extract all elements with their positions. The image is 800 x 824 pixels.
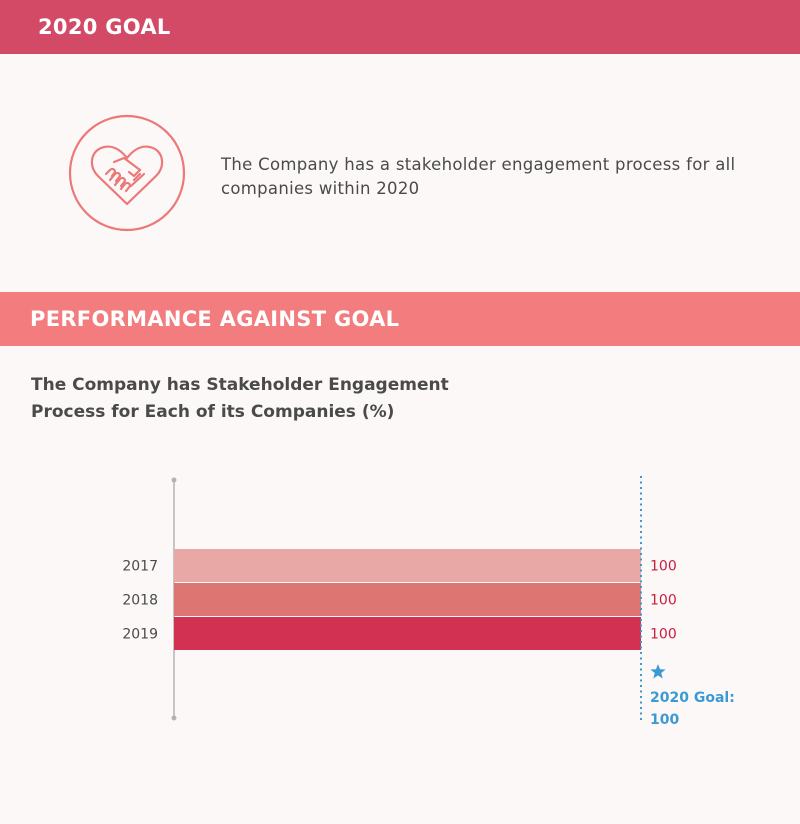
chart-title: The Company has Stakeholder Engagement P… xyxy=(31,375,449,422)
value-label-2018: 100 xyxy=(650,593,677,609)
performance-header-band: PERFORMANCE AGAINST GOAL xyxy=(0,292,800,346)
category-label-2019: 2019 xyxy=(122,627,158,643)
goal-header-title: 2020 GOAL xyxy=(38,15,171,39)
value-label-2019: 100 xyxy=(650,627,677,643)
engagement-bar-chart: 2017 100 2018 100 2019 100 2020 Goal: 100 xyxy=(122,476,735,728)
y-axis-top-dot xyxy=(171,477,177,483)
heart-handshake-icon xyxy=(68,114,186,232)
star-icon xyxy=(650,664,666,679)
goal-label: 2020 Goal: xyxy=(650,690,735,706)
goal-header-band: 2020 GOAL xyxy=(0,0,800,54)
bar-2019 xyxy=(174,617,641,650)
category-label-2017: 2017 xyxy=(122,559,158,575)
goal-description: The Company has a stakeholder engagement… xyxy=(221,155,736,198)
performance-header-title: PERFORMANCE AGAINST GOAL xyxy=(30,307,400,331)
y-axis-bottom-dot xyxy=(171,715,177,721)
value-label-2017: 100 xyxy=(650,559,677,575)
goal-value-label: 100 xyxy=(650,712,679,728)
category-label-2018: 2018 xyxy=(122,593,158,609)
bar-2018 xyxy=(174,583,641,616)
bar-2017 xyxy=(174,549,641,582)
